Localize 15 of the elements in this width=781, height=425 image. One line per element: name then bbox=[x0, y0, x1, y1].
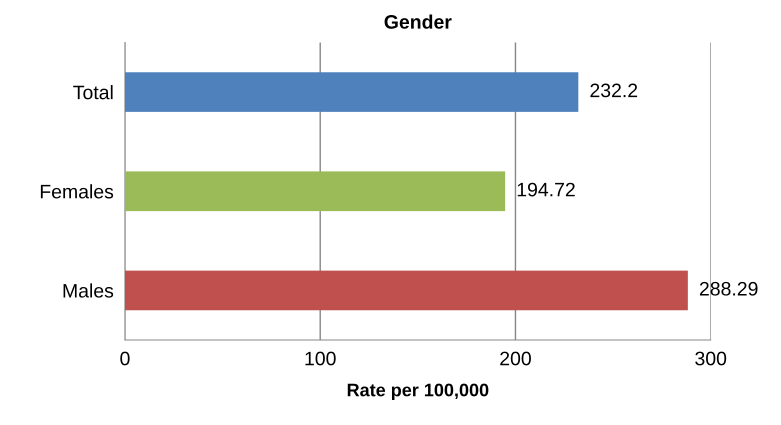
x-axis-title: Rate per 100,000 bbox=[348, 384, 488, 400]
data-label: 194.72 bbox=[518, 182, 575, 196]
bar bbox=[124, 171, 506, 212]
y-tick-label: Males bbox=[64, 283, 114, 298]
chart-title: Gender bbox=[384, 14, 452, 29]
y-tick-label: Total bbox=[73, 85, 113, 100]
x-tick-label: 100 bbox=[305, 352, 336, 366]
bar bbox=[124, 72, 578, 112]
y-tick-label: Females bbox=[40, 184, 114, 198]
x-tick-label: 0 bbox=[120, 352, 130, 366]
data-label: 288.29 bbox=[700, 282, 758, 296]
x-tick-label: 200 bbox=[500, 352, 531, 366]
data-label: 232.2 bbox=[590, 84, 638, 98]
x-tick-label: 300 bbox=[695, 352, 726, 366]
bar bbox=[124, 270, 688, 310]
